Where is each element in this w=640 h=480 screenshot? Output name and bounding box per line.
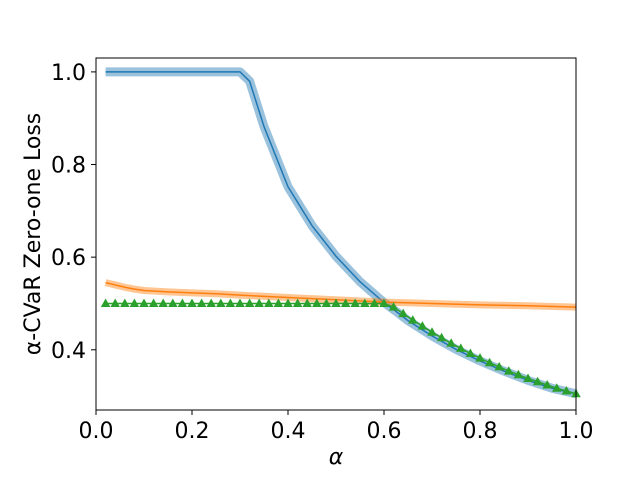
series-3-marker <box>100 298 111 307</box>
series-2-line <box>105 281 577 308</box>
x-tick-label: 1.0 <box>559 419 594 444</box>
series-3-marker <box>494 361 504 371</box>
series-3-marker <box>360 298 370 307</box>
x-tick-label: 0.2 <box>175 419 210 444</box>
y-tick-label: 0.6 <box>51 246 86 271</box>
x-tick-label: 0.8 <box>463 419 498 444</box>
series-3-marker <box>168 298 178 307</box>
series-3-marker <box>177 298 188 307</box>
series-3-marker <box>436 332 447 342</box>
series-3-marker <box>273 298 284 307</box>
series-3-marker <box>235 298 245 307</box>
series-3-marker <box>225 298 236 307</box>
x-tick-label: 0.0 <box>79 419 114 444</box>
series-3-marker <box>283 298 293 307</box>
axes-frame <box>95 57 577 411</box>
series-3-marker <box>523 373 533 383</box>
series-3-marker <box>292 298 303 307</box>
series-3-marker <box>542 379 552 389</box>
series-3-marker <box>148 298 159 307</box>
plot-area <box>100 67 581 399</box>
series-3-marker <box>331 298 341 307</box>
series-3-marker <box>446 338 456 347</box>
x-axis-ticks: 0.0 0.2 0.4 0.6 0.8 1.0 <box>79 410 594 444</box>
series-3-marker <box>552 383 562 392</box>
series-3-marker <box>340 298 351 307</box>
y-axis-ticks: 0.4 0.6 0.8 1.0 <box>51 61 96 364</box>
series-1-line <box>105 71 577 395</box>
series-3-marker <box>350 298 360 307</box>
series-3-marker <box>254 298 264 307</box>
series-3-marker <box>465 348 476 357</box>
series-3-marker <box>244 298 255 307</box>
series-3-line <box>105 302 577 395</box>
series-3-marker <box>312 298 322 307</box>
y-tick-label: 0.8 <box>51 154 86 179</box>
series-3-marker <box>456 343 466 352</box>
x-tick-label: 0.6 <box>367 419 402 444</box>
series-3-marker <box>388 302 399 311</box>
series-3-marker <box>427 327 437 336</box>
series-3-marker <box>120 298 130 307</box>
y-axis-label: α-CVaR Zero-one Loss <box>21 113 46 355</box>
series-3-marker <box>379 298 389 307</box>
series-3-marker <box>561 386 572 395</box>
series-3-marker <box>196 298 207 307</box>
series-3-marker <box>504 366 514 375</box>
series-3-marker <box>110 298 120 307</box>
series-3-marker <box>532 376 543 386</box>
series-3-marker <box>369 298 380 307</box>
y-tick-label: 0.4 <box>51 339 86 364</box>
series-3-marker <box>264 298 274 307</box>
series-3-marker <box>398 308 408 318</box>
series-1-band <box>105 67 578 399</box>
y-tick-label: 1.0 <box>51 61 86 86</box>
series-3-marker <box>408 315 418 324</box>
series-3-marker <box>206 298 216 307</box>
series-3-marker <box>129 298 140 307</box>
series-3-marker <box>513 369 524 379</box>
series-3-marker <box>417 321 428 330</box>
series-3-marker <box>475 353 485 362</box>
series-3-marker <box>139 298 149 307</box>
series-3-marker <box>484 357 495 367</box>
series-3-marker <box>321 298 332 307</box>
series-3-marker <box>216 298 226 307</box>
series-3-marker <box>158 298 168 307</box>
series-3-marker <box>187 298 197 307</box>
x-axis-label: α <box>329 445 344 470</box>
series-3-marker <box>302 298 312 307</box>
x-tick-label: 0.4 <box>271 419 306 444</box>
